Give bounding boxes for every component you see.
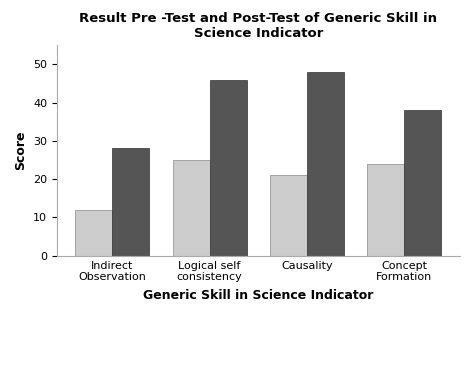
Bar bbox=[404, 110, 441, 256]
Bar bbox=[112, 149, 149, 256]
Y-axis label: Score: Score bbox=[15, 130, 27, 170]
X-axis label: Generic Skill in Science Indicator: Generic Skill in Science Indicator bbox=[143, 289, 374, 302]
Bar bbox=[367, 164, 404, 256]
Bar bbox=[270, 175, 307, 256]
Title: Result Pre -Test and Post-Test of Generic Skill in
Science Indicator: Result Pre -Test and Post-Test of Generi… bbox=[79, 12, 438, 40]
Bar bbox=[307, 72, 344, 256]
Bar bbox=[75, 210, 112, 256]
Bar bbox=[210, 80, 246, 256]
Bar bbox=[173, 160, 210, 256]
